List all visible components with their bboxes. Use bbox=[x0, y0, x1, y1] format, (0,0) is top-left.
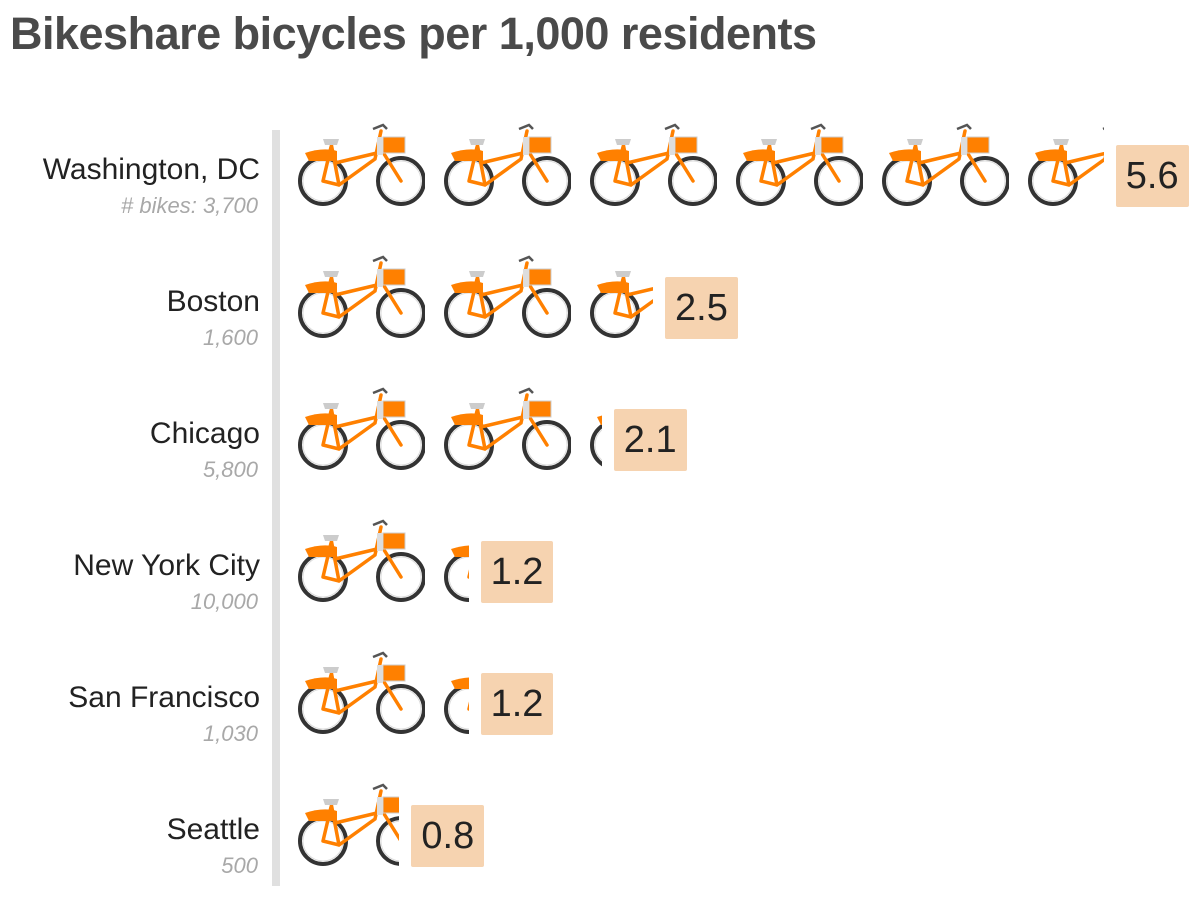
bicycle-icon bbox=[589, 255, 653, 345]
chart-row: Washington, DC # bikes: 3,700 5.6 bbox=[0, 123, 1200, 243]
bicycle-icon bbox=[881, 123, 1009, 213]
chart-row: New York City 10,000 1.2 bbox=[0, 519, 1200, 639]
bike-count-label: # bikes: 3,700 bbox=[121, 193, 258, 218]
chart-row: San Francisco 1,030 1.2 bbox=[0, 651, 1200, 771]
bike-count-label: 500 bbox=[221, 853, 258, 878]
bike-count-label: 1,030 bbox=[202, 721, 258, 746]
bicycle-icon bbox=[297, 387, 425, 477]
bicycle-icon bbox=[735, 123, 863, 213]
bicycle-icon bbox=[589, 123, 717, 213]
value-label: 2.5 bbox=[665, 277, 738, 339]
bicycle-icon bbox=[297, 783, 399, 873]
value-label: 0.8 bbox=[411, 805, 485, 867]
bicycle-icon bbox=[297, 519, 425, 609]
bicycle-icon bbox=[443, 387, 571, 477]
category-label: San Francisco bbox=[68, 681, 260, 714]
bicycle-icon bbox=[443, 123, 571, 213]
category-label: Seattle bbox=[166, 813, 260, 846]
bike-count-label: 5,800 bbox=[202, 457, 258, 482]
value-label: 1.2 bbox=[480, 541, 554, 603]
bicycle-icon bbox=[1027, 123, 1104, 213]
category-label: Boston bbox=[166, 285, 260, 318]
bicycle-icon bbox=[297, 651, 425, 741]
chart-row: Boston 1,600 2.5 bbox=[0, 255, 1200, 375]
bicycle-icon bbox=[443, 255, 571, 345]
category-label: Washington, DC bbox=[42, 153, 260, 186]
bicycle-icon bbox=[589, 387, 602, 477]
bike-count-label: 1,600 bbox=[202, 325, 258, 350]
bike-count-label: 10,000 bbox=[190, 589, 258, 614]
bicycle-icon bbox=[297, 255, 425, 345]
chart-row: Seattle 500 0.8 bbox=[0, 783, 1200, 903]
value-label: 2.1 bbox=[613, 409, 687, 471]
axis-line bbox=[272, 130, 280, 886]
value-label: 1.2 bbox=[480, 673, 554, 735]
chart-row: Chicago 5,800 2.1 bbox=[0, 387, 1200, 507]
chart-title: Bikeshare bicycles per 1,000 residents bbox=[10, 8, 817, 59]
bicycle-icon bbox=[297, 123, 425, 213]
category-label: Chicago bbox=[149, 417, 260, 450]
bicycle-icon bbox=[443, 519, 469, 609]
category-label: New York City bbox=[73, 549, 260, 582]
bicycle-icon bbox=[443, 651, 469, 741]
value-label: 5.6 bbox=[1115, 145, 1189, 207]
